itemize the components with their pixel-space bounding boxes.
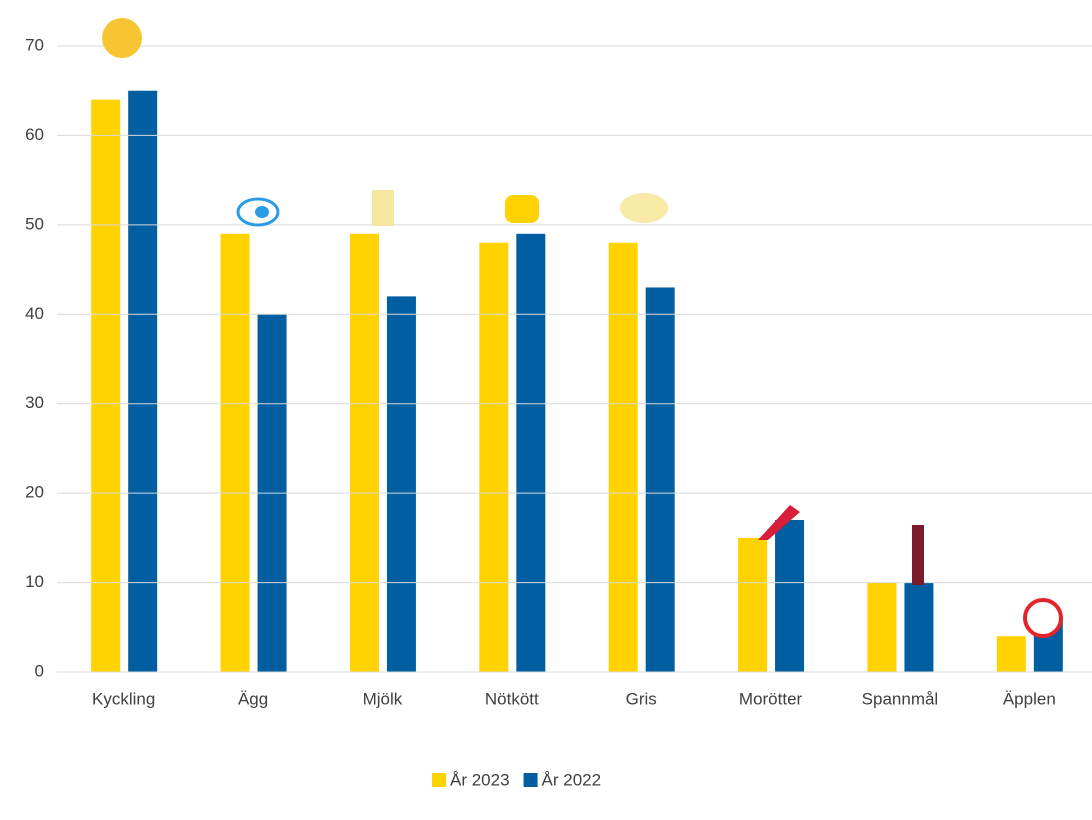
bar <box>775 519 805 672</box>
x-tick-label: Kyckling <box>92 689 155 708</box>
y-tick-label: 0 <box>35 661 44 680</box>
legend-label: År 2022 <box>542 770 602 789</box>
bar <box>91 99 121 672</box>
apple-icon <box>1023 598 1063 638</box>
egg-yolk <box>255 206 269 218</box>
y-tick-label: 60 <box>25 125 44 144</box>
bar <box>386 296 416 672</box>
x-tick-label: Äpplen <box>1003 689 1056 708</box>
y-tick-label: 20 <box>25 483 44 502</box>
x-tick-label: Nötkött <box>485 689 539 708</box>
bar <box>645 287 675 672</box>
bar <box>738 537 768 672</box>
grain-icon <box>912 525 924 585</box>
milk-icon <box>372 190 394 226</box>
bar <box>479 242 509 672</box>
y-tick-label: 50 <box>25 214 44 233</box>
y-tick-label: 70 <box>25 35 44 54</box>
bar <box>220 233 250 673</box>
cow-icon <box>505 195 539 223</box>
x-tick-label: Morötter <box>739 689 803 708</box>
legend-label: År 2023 <box>450 770 510 789</box>
bar <box>349 233 379 673</box>
bar <box>996 636 1026 672</box>
carrot-icon <box>758 505 800 540</box>
y-tick-label: 40 <box>25 304 44 323</box>
bar <box>608 242 638 672</box>
legend-swatch <box>432 773 446 787</box>
x-tick-label: Spannmål <box>862 689 939 708</box>
x-tick-label: Ägg <box>238 689 268 708</box>
bar <box>516 233 546 673</box>
y-tick-label: 10 <box>25 572 44 591</box>
icons <box>102 18 1063 638</box>
y-tick-label: 30 <box>25 393 44 412</box>
bar <box>128 90 158 672</box>
bar <box>867 582 897 672</box>
legend-swatch <box>523 773 538 787</box>
x-tick-label: Mjölk <box>363 689 403 708</box>
chick-icon <box>102 18 142 58</box>
x-tick-label: Gris <box>626 689 657 708</box>
bar <box>904 582 934 672</box>
pig-icon <box>620 193 668 223</box>
